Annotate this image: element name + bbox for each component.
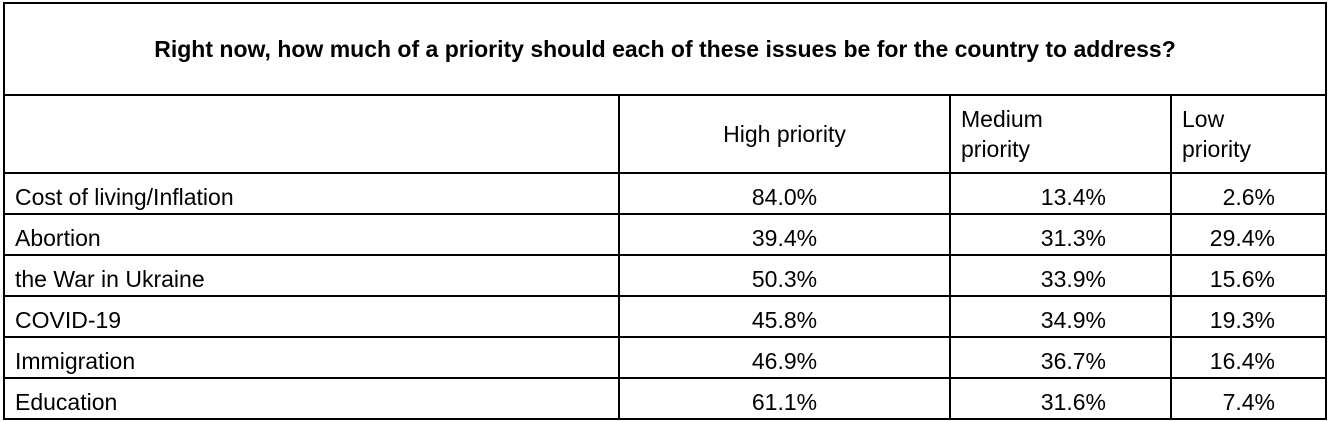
table-title: Right now, how much of a priority should… [3, 2, 1327, 96]
table-row: Abortion 39.4% 31.3% 29.4% [3, 213, 1327, 256]
header-low-line2: priority [1182, 136, 1252, 162]
medium-value-cell: 31.6% [949, 377, 1172, 420]
priority-table: Right now, how much of a priority should… [3, 2, 1327, 420]
issue-cell: Education [3, 377, 620, 420]
low-value-cell: 16.4% [1170, 336, 1327, 379]
table-row: Cost of living/Inflation 84.0% 13.4% 2.6… [3, 172, 1327, 215]
table-row: Education 61.1% 31.6% 7.4% [3, 377, 1327, 420]
high-value-cell: 50.3% [618, 254, 951, 297]
high-value-cell: 46.9% [618, 336, 951, 379]
medium-value-cell: 31.3% [949, 213, 1172, 256]
high-value-cell: 84.0% [618, 172, 951, 215]
header-low-priority: Low priority [1170, 94, 1327, 174]
header-medium-priority: Medium priority [949, 94, 1172, 174]
low-value-cell: 19.3% [1170, 295, 1327, 338]
low-value-cell: 15.6% [1170, 254, 1327, 297]
issue-cell: Immigration [3, 336, 620, 379]
header-row: High priority Medium priority Low priori… [3, 94, 1327, 174]
header-medium-line1: Medium [961, 106, 1043, 132]
low-value-cell: 2.6% [1170, 172, 1327, 215]
medium-value-cell: 13.4% [949, 172, 1172, 215]
header-medium-line2: priority [961, 136, 1031, 162]
table-row: Immigration 46.9% 36.7% 16.4% [3, 336, 1327, 379]
title-row: Right now, how much of a priority should… [3, 2, 1327, 96]
high-value-cell: 61.1% [618, 377, 951, 420]
header-high-priority: High priority [618, 94, 951, 174]
header-blank-cell [3, 94, 620, 174]
issue-cell: Abortion [3, 213, 620, 256]
medium-value-cell: 36.7% [949, 336, 1172, 379]
low-value-cell: 29.4% [1170, 213, 1327, 256]
issue-cell: COVID-19 [3, 295, 620, 338]
issue-cell: Cost of living/Inflation [3, 172, 620, 215]
high-value-cell: 45.8% [618, 295, 951, 338]
table-row: COVID-19 45.8% 34.9% 19.3% [3, 295, 1327, 338]
low-value-cell: 7.4% [1170, 377, 1327, 420]
header-low-line1: Low [1182, 106, 1225, 132]
medium-value-cell: 34.9% [949, 295, 1172, 338]
high-value-cell: 39.4% [618, 213, 951, 256]
table-row: the War in Ukraine 50.3% 33.9% 15.6% [3, 254, 1327, 297]
issue-cell: the War in Ukraine [3, 254, 620, 297]
medium-value-cell: 33.9% [949, 254, 1172, 297]
